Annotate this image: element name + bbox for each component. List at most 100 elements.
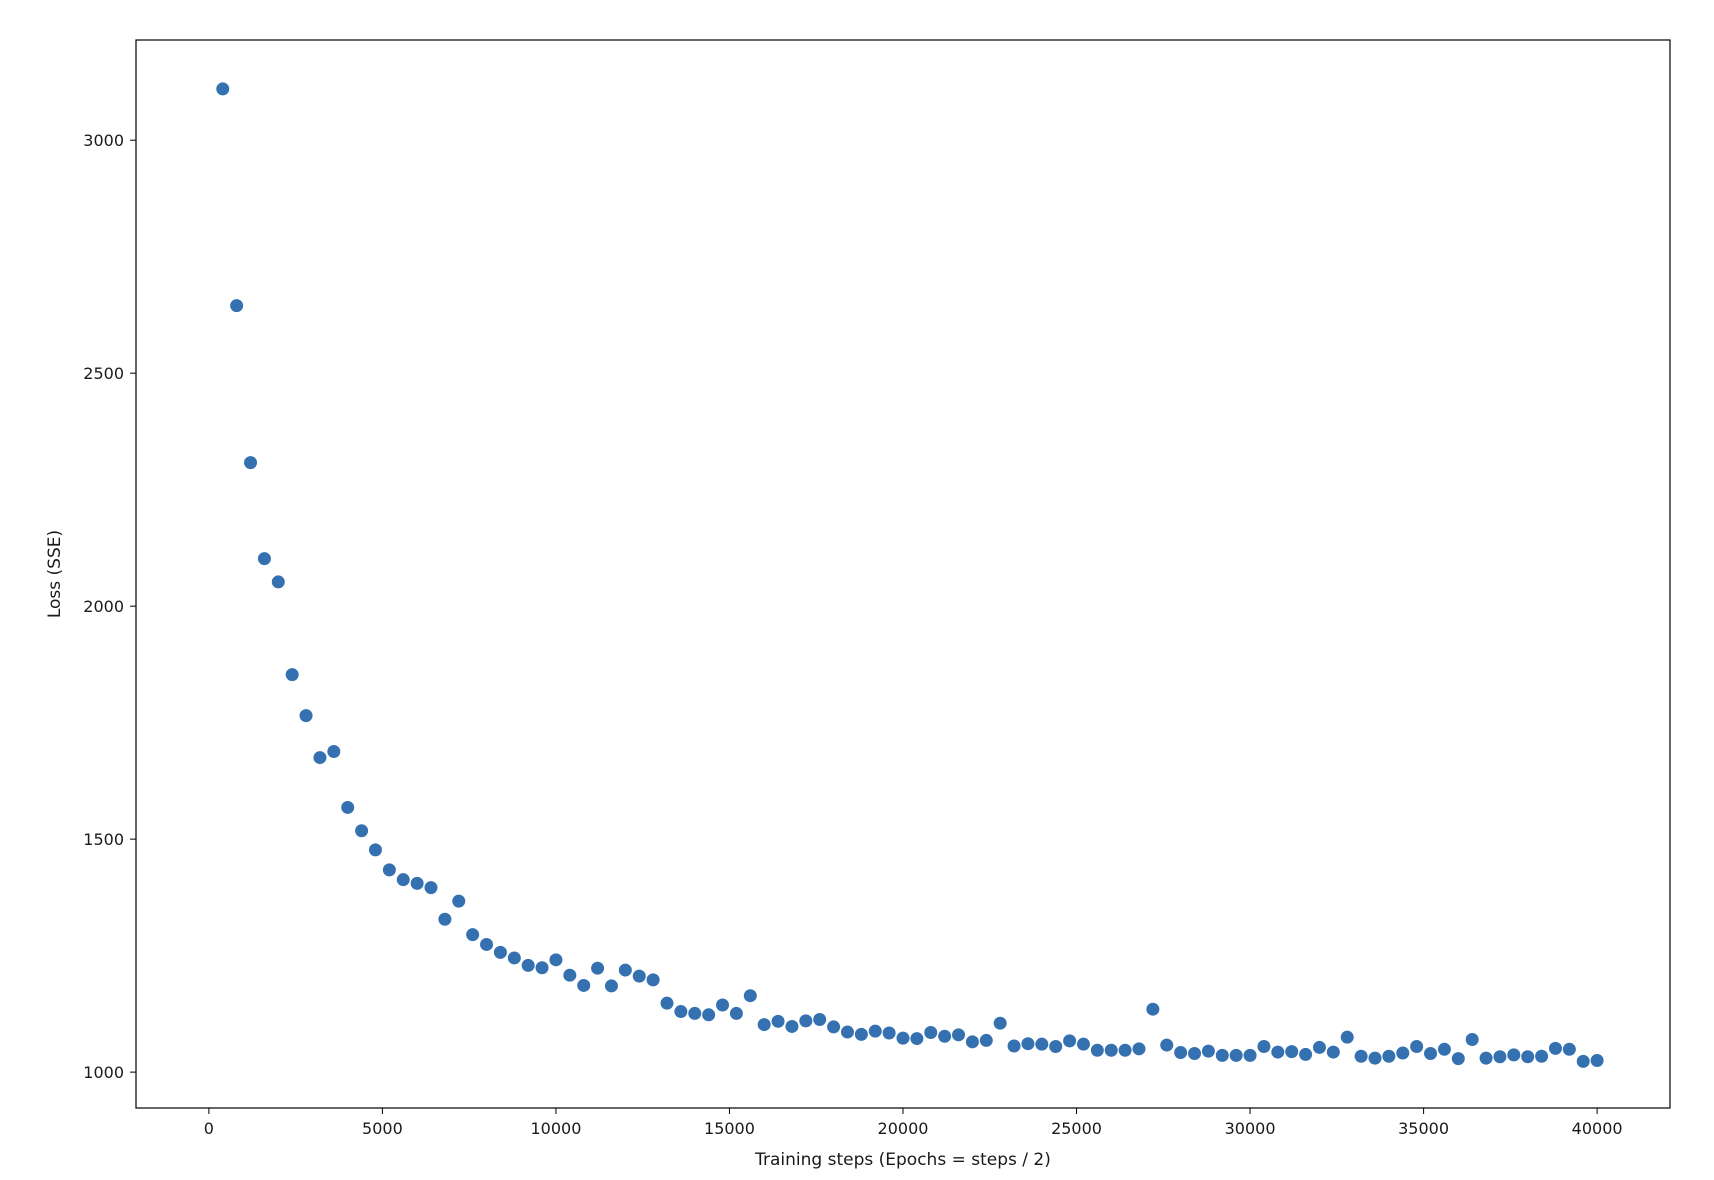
data-point [1076,1037,1090,1051]
data-point [1507,1048,1521,1062]
data-point [1118,1043,1132,1057]
data-point [674,1005,688,1019]
data-point [1146,1002,1160,1016]
data-point [1479,1051,1493,1065]
data-point [771,1014,785,1028]
data-point [591,961,605,975]
data-point [1590,1053,1604,1067]
data-point [743,989,757,1003]
data-point [216,82,230,96]
data-point [368,843,382,857]
data-point [452,894,466,908]
data-point [632,969,646,983]
data-point [563,968,577,982]
data-point [688,1006,702,1020]
y-axis: 1000 1500 2000 2500 3000 [83,131,136,1082]
data-point [882,1026,896,1040]
data-point [716,998,730,1012]
data-point [327,745,341,759]
data-point [702,1008,716,1022]
plot-area [216,82,1604,1068]
data-point [1396,1046,1410,1060]
x-tick-label: 20000 [878,1119,929,1138]
data-point [965,1035,979,1049]
data-point [827,1020,841,1034]
data-point [1451,1052,1465,1066]
data-point [396,873,410,887]
x-tick-label: 15000 [704,1119,755,1138]
data-point [549,953,563,967]
data-point [577,978,591,992]
data-point [1424,1046,1438,1060]
data-point [507,951,521,965]
data-point [813,1012,827,1026]
data-point [854,1027,868,1041]
data-point [230,299,244,313]
data-point [1035,1037,1049,1051]
y-tick-label: 3000 [83,131,124,150]
data-point [1368,1051,1382,1065]
data-point [1104,1043,1118,1057]
data-point [1132,1042,1146,1056]
data-point [313,751,327,765]
data-point [480,937,494,951]
data-point [646,973,660,987]
data-point [285,668,299,682]
data-point [1521,1050,1535,1064]
data-point [1160,1038,1174,1052]
data-point [1548,1041,1562,1055]
x-axis: 0 5000 10000 15000 20000 25000 30000 35000 40000 [204,1108,1623,1138]
data-point [341,800,355,814]
data-point [1007,1039,1021,1053]
data-point [1049,1039,1063,1053]
data-point [355,824,369,838]
data-point [910,1032,924,1046]
data-point [1299,1047,1313,1061]
x-tick-label: 35000 [1398,1119,1449,1138]
data-point [271,575,285,589]
data-point [382,863,396,877]
data-point [660,996,674,1010]
data-point [938,1029,952,1043]
data-point [1063,1034,1077,1048]
x-axis-label: Training steps (Epochs = steps / 2) [754,1150,1051,1170]
data-point [1465,1033,1479,1046]
data-point [979,1033,993,1047]
data-point [1354,1049,1368,1063]
y-tick-label: 1000 [83,1063,124,1082]
data-point [1188,1046,1202,1060]
x-tick-label: 5000 [362,1119,403,1138]
data-point [1312,1040,1326,1054]
data-point [1576,1054,1590,1068]
data-point [1382,1049,1396,1063]
data-point [757,1018,771,1032]
x-tick-label: 30000 [1225,1119,1276,1138]
data-point [1493,1050,1507,1064]
x-tick-label: 10000 [530,1119,581,1138]
data-point [1021,1037,1035,1051]
data-point [1340,1030,1354,1044]
data-point [1174,1046,1188,1060]
data-point [952,1028,966,1042]
data-point [1229,1048,1243,1062]
x-tick-label: 40000 [1572,1119,1623,1138]
data-point [1326,1045,1340,1059]
data-point [840,1025,854,1039]
data-point [1201,1044,1215,1058]
data-point [729,1006,743,1020]
data-point [1410,1039,1424,1053]
data-point [1257,1039,1271,1053]
data-point [924,1026,938,1040]
data-point [1215,1048,1229,1062]
data-point [604,979,618,993]
x-tick-label: 0 [204,1119,214,1138]
data-point [244,456,258,470]
data-point [493,945,507,959]
data-point [1090,1043,1104,1057]
data-point [521,958,535,972]
data-point [993,1016,1007,1030]
y-tick-label: 2500 [83,364,124,383]
data-point [1535,1049,1549,1063]
